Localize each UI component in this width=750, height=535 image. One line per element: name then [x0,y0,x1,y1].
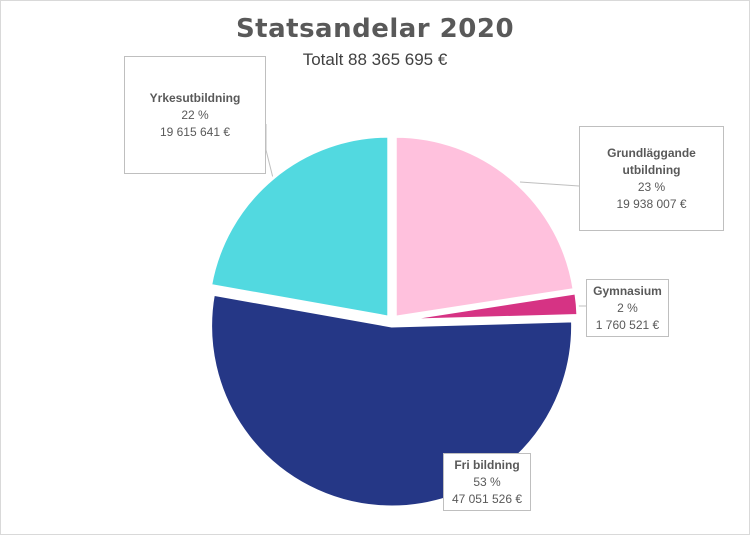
label-gymnasium: Gymnasium 2 % 1 760 521 € [586,279,669,337]
slice-gymnasium [396,291,580,323]
leader-yrkesutbildning [265,124,274,179]
label-fri-bildning: Fri bildning 53 % 47 051 526 € [443,453,531,511]
label-percent: 53 % [473,474,501,489]
label-name: Yrkesutbildning [149,90,241,105]
slice-yrkesutbildning [208,134,391,319]
label-value: 19 938 007 € [616,196,687,211]
pie-slices [208,134,580,509]
label-name: Gymnasium [593,283,662,298]
label-percent: 22 % [181,107,209,122]
label-percent: 23 % [637,179,666,194]
chart-title: Statsandelar 2020 [235,14,515,44]
chart-subtitle: Totalt 88 365 695 € [302,50,448,69]
label-name-line1: Grundläggande [607,145,696,160]
label-percent: 2 % [617,300,638,315]
leader-grundlaggande [519,181,580,187]
label-name-line2: utbildning [622,162,681,177]
label-value: 19 615 641 € [159,124,231,139]
label-grundlaggande: Grundläggande utbildning 23 % 19 938 007… [579,126,724,231]
slice-grundlaggande [393,134,576,319]
label-value: 47 051 526 € [451,491,523,506]
label-value: 1 760 521 € [595,317,660,332]
label-yrkesutbildning: Yrkesutbildning 22 % 19 615 641 € [124,56,266,174]
label-name: Fri bildning [454,457,520,472]
